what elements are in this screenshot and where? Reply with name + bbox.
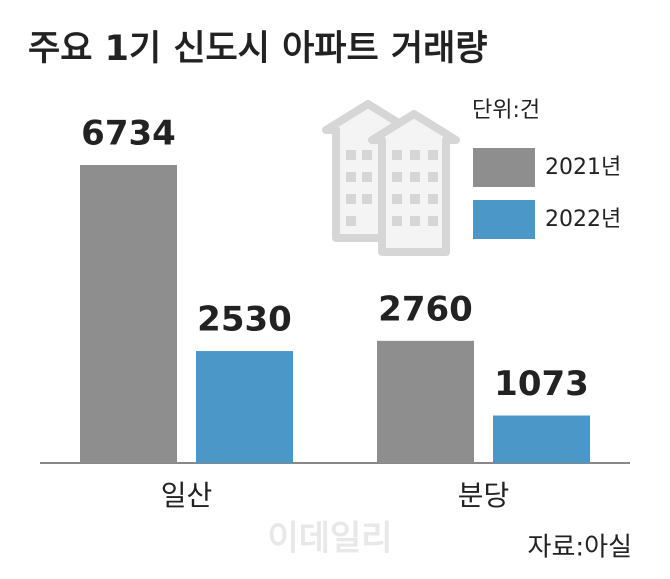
legend-swatch <box>473 148 535 187</box>
value-label: 1073 <box>494 364 589 404</box>
building-icon <box>322 100 460 256</box>
bar <box>80 165 177 463</box>
watermark: 이데일리 <box>267 519 392 559</box>
bar <box>493 415 590 463</box>
x-tick-label: 일산 <box>161 479 213 512</box>
value-label: 6734 <box>81 114 176 154</box>
x-tick-label: 분당 <box>458 479 510 512</box>
unit-label: 단위:건 <box>472 98 540 123</box>
chart-title: 주요 1기 신도시 아파트 거래량 <box>28 29 488 69</box>
value-label: 2530 <box>197 300 292 340</box>
bar <box>196 351 293 463</box>
legend-label: 2022년 <box>545 207 621 232</box>
value-label: 2760 <box>378 289 473 329</box>
legend-label: 2021년 <box>545 155 621 180</box>
source: 자료:아실 <box>528 533 632 563</box>
bar <box>377 340 474 463</box>
legend-swatch <box>473 200 535 239</box>
